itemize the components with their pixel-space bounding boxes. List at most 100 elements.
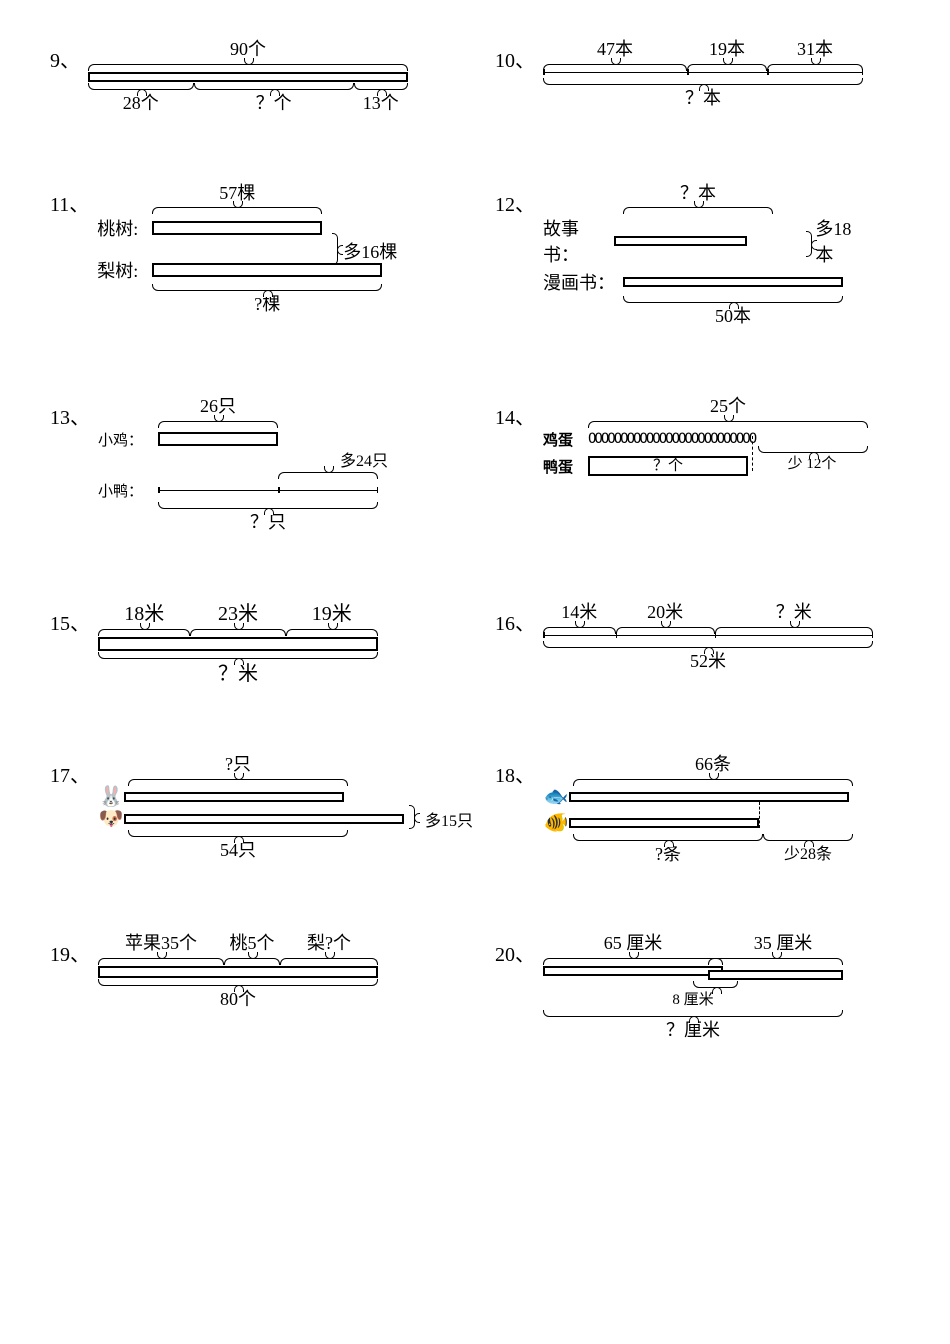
q10-bot-total: ？本: [543, 89, 863, 109]
q12-diagram: ？本 故事书： 多18本 漫画书： 50本: [543, 184, 863, 328]
q12-row2: 漫画书：: [543, 269, 863, 295]
q18-brace-b2: [763, 833, 853, 845]
q14-diff-col: 少 12个: [757, 456, 867, 477]
q17-brace-bot: [128, 829, 348, 841]
dog-icon: 🐶: [98, 809, 124, 829]
q17-bot-label: 54只: [128, 841, 348, 861]
q20-overlap-brace: [693, 980, 738, 992]
q17-brace-top: [128, 775, 348, 787]
q9-brace-1: [88, 82, 194, 94]
q18-top-label: 66条: [573, 755, 853, 775]
q18-bar1: [569, 792, 849, 802]
rabbit-icon: 🐰: [98, 787, 124, 807]
q11-row2-label: 梨树:: [97, 257, 152, 283]
q10-part-2: 19本: [687, 40, 767, 60]
q9-top-total: 90个: [88, 40, 408, 60]
q9-part-2: ？个: [194, 94, 354, 114]
q19-bar: [98, 966, 378, 978]
q11-brace-bot: [152, 283, 382, 295]
q14-dash: [752, 436, 753, 471]
q11-diagram: 57棵 桃树: 多16棵 梨树: ?棵: [97, 184, 397, 316]
q17-bar2: [124, 814, 404, 824]
q11-brace-diff: [331, 233, 341, 265]
q17-brace-diff: [408, 805, 418, 829]
q15-diagram: 18米 23米 19米 ？米: [98, 603, 378, 685]
q15-tb2: [190, 625, 285, 637]
q19-tbraces: [98, 954, 378, 966]
q18-bar2: [569, 818, 759, 828]
fish2-icon: 🐠: [543, 813, 569, 833]
q10-brace-t3: [767, 60, 863, 72]
q17-number: 17、: [50, 755, 90, 788]
q16-number: 16、: [495, 603, 535, 636]
q15-p3: 19米: [286, 603, 378, 625]
q10-diagram: 47本 19本 31本 ？本: [543, 40, 863, 109]
q9-brace-top: [88, 60, 408, 72]
q9-brace-2: [194, 82, 354, 94]
q20-bars: [543, 966, 843, 980]
q15-brace-bot: [98, 651, 378, 663]
q14-row2: 鸭蛋 ？个 少 12个: [543, 456, 883, 477]
q10-brace-t2: [687, 60, 767, 72]
q10-top-braces: [543, 60, 863, 72]
q20-number: 20、: [495, 934, 535, 967]
q18-brace-top: [573, 775, 853, 787]
q13-diff-row: 多24只: [98, 450, 398, 468]
q15-tb1: [98, 625, 190, 637]
q13-row2: 小鸭：: [98, 480, 398, 501]
q20-overlap: 8 厘米: [543, 992, 843, 1009]
q14-brace-diff: [758, 445, 868, 457]
q20-bb: [543, 1009, 843, 1021]
q12-diff: 多18本: [815, 215, 863, 267]
q16-diagram: 14米 20米 ？米 52米: [543, 603, 873, 672]
q13-brace-top: [158, 417, 278, 429]
q19-bot: 80个: [98, 990, 378, 1010]
q11-row1-label: 桃树:: [97, 215, 152, 241]
q16-tb1: [543, 623, 616, 635]
q19-tb3: [280, 954, 378, 966]
q13-row2-label: 小鸭：: [98, 480, 158, 501]
question-14: 14、 25个 鸡蛋 OOOOOOOOOOOOOOOOOOOOOOOOOO 鸭蛋…: [495, 397, 900, 533]
q20-diagram: 65 厘米 35 厘米 8 厘米 ？厘米: [543, 934, 843, 1040]
q16-labels: 14米 20米 ？米: [543, 603, 873, 623]
q16-bot: 52米: [543, 652, 873, 672]
q12-bar1: [614, 236, 747, 246]
question-11: 11、 57棵 桃树: 多16棵 梨树: ?棵: [50, 184, 455, 328]
q16-p1: 14米: [543, 603, 616, 623]
worksheet-grid: 9、 90个 28个 ？个 13个 10、 47本 19本 31本: [50, 40, 900, 1040]
q20-p2: 35 厘米: [723, 934, 843, 954]
q18-bottom-braces: [543, 833, 873, 845]
q18-bot-label: ?条: [573, 845, 763, 865]
question-16: 16、 14米 20米 ？米 52米: [495, 603, 900, 685]
q17-top-label: ?只: [128, 755, 348, 775]
q13-number: 13、: [50, 397, 90, 430]
q15-bot: ？米: [98, 663, 378, 685]
q9-bar: [88, 72, 408, 82]
q13-bar1: [158, 432, 278, 446]
q12-brace-bot: [623, 295, 843, 307]
question-18: 18、 66条 🐟 🐠 ?条 少28条: [495, 755, 900, 865]
question-15: 15、 18米 23米 19米 ？米: [50, 603, 455, 685]
q14-box: ？个: [588, 456, 748, 476]
q17-row2: 🐶: [98, 809, 418, 829]
q16-brace-bot: [543, 640, 873, 652]
q14-diagram: 25个 鸡蛋 OOOOOOOOOOOOOOOOOOOOOOOOOO 鸭蛋 ？个 …: [543, 397, 883, 457]
q14-brace-top: [588, 417, 868, 429]
q15-number: 15、: [50, 603, 90, 636]
q14-row2-label: 鸭蛋: [543, 456, 588, 477]
q19-labels: 苹果35个 桃5个 梨?个: [98, 934, 378, 954]
q10-part-1: 47本: [543, 40, 687, 60]
q19-diagram: 苹果35个 桃5个 梨?个 80个: [98, 934, 378, 1010]
q16-line: [543, 635, 873, 637]
q13-bot-total: ？只: [158, 513, 378, 533]
q13-brace-diff: [278, 468, 378, 480]
q20-labels: 65 厘米 35 厘米: [543, 934, 843, 954]
q9-brace-3: [354, 82, 408, 94]
q12-brace-top: [623, 203, 773, 215]
q13-line2: [158, 490, 378, 492]
q15-labels: 18米 23米 19米: [98, 603, 378, 625]
q12-bar2: [623, 277, 843, 287]
q17-bar1: [124, 792, 344, 802]
q19-number: 19、: [50, 934, 90, 967]
q11-bar2: [152, 263, 382, 277]
